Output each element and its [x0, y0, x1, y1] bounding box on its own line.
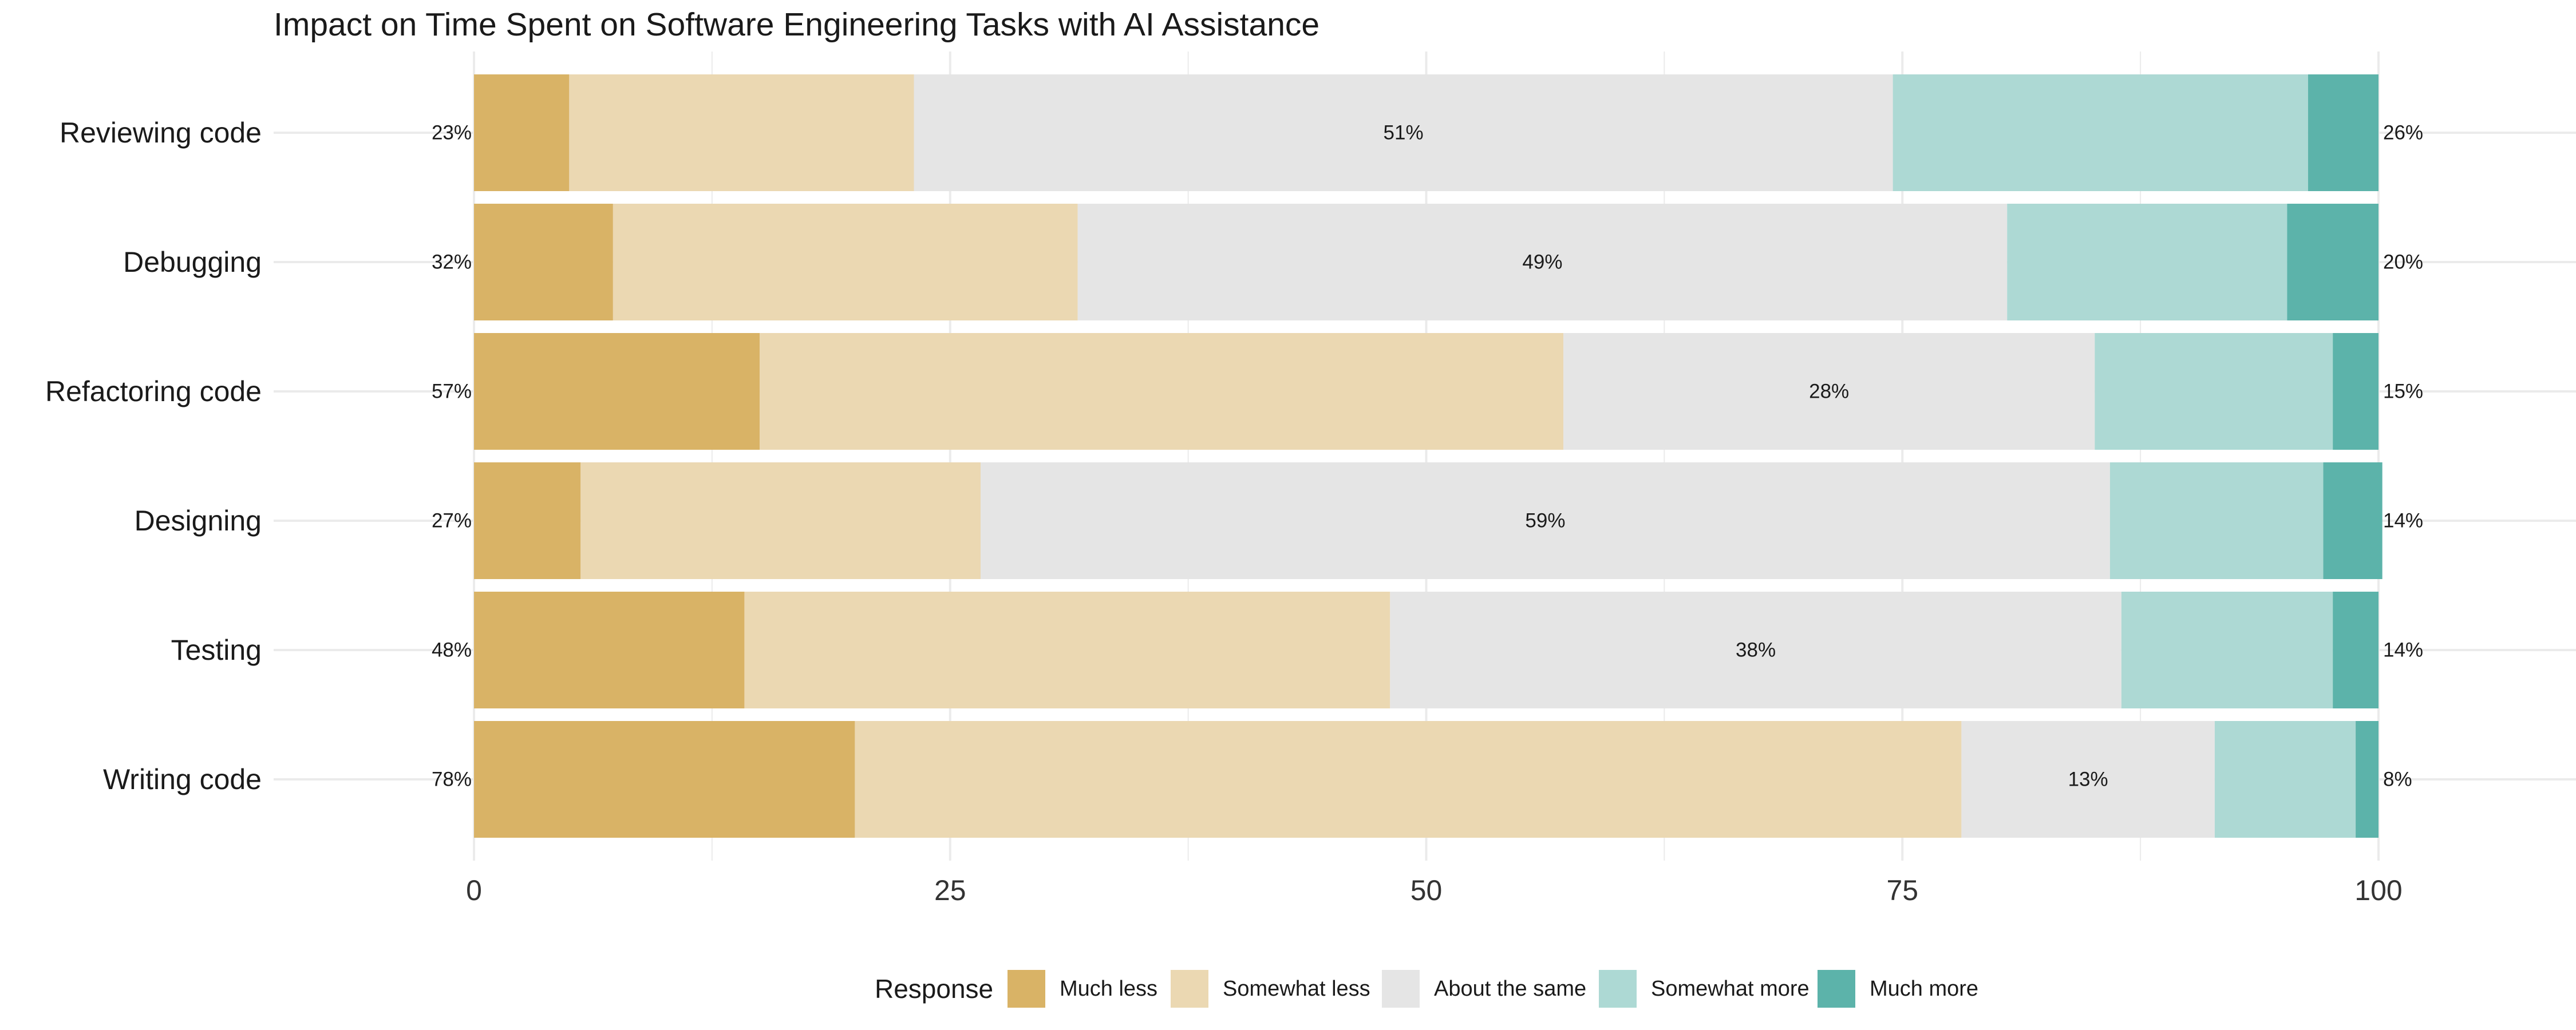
legend-key — [1382, 970, 1420, 1008]
less-percent-label: 78% — [432, 768, 472, 791]
bar-segment — [1390, 592, 2121, 708]
more-percent-label: 20% — [2383, 251, 2423, 274]
x-tick-label: 0 — [466, 874, 482, 906]
less-percent-label: 32% — [432, 251, 472, 274]
legend-key — [1008, 970, 1045, 1008]
bar-segment — [2308, 74, 2379, 191]
bar-segment — [2007, 204, 2287, 320]
legend-key — [1171, 970, 1208, 1008]
less-percent-label: 48% — [432, 639, 472, 661]
bar-segment — [474, 462, 581, 579]
category-label: Testing — [171, 634, 262, 666]
bar-segment — [474, 721, 855, 838]
bar-segment — [1563, 333, 2095, 450]
bar-segment — [2333, 592, 2379, 708]
category-label: Refactoring code — [45, 375, 262, 407]
same-percent-label: 49% — [1522, 251, 1562, 274]
bar-segment — [1893, 74, 2308, 191]
bar-segment — [2323, 462, 2383, 579]
bar-segment — [2121, 592, 2333, 708]
less-percent-label: 27% — [432, 510, 472, 532]
x-axis: 0 25 50 75 100 — [466, 874, 2403, 906]
more-percent-label: 26% — [2383, 122, 2423, 144]
bar-segment — [474, 333, 760, 450]
same-percent-label: 13% — [2068, 768, 2108, 791]
more-percent-label: 15% — [2383, 381, 2423, 403]
bar-segment — [580, 462, 981, 579]
bar-labels: 23% 51% 26% 32% 49% 20% 57% 28% 15% 27% 59% 14% 48% 3… — [432, 122, 2423, 791]
legend-title: Response — [875, 974, 993, 1004]
bars — [474, 74, 2383, 838]
more-percent-label: 8% — [2383, 768, 2412, 791]
legend-key — [1818, 970, 1855, 1008]
bar-segment — [2109, 462, 2324, 579]
bar-segment — [2095, 333, 2333, 450]
same-percent-label: 51% — [1384, 122, 1424, 144]
bar-segment — [744, 592, 1390, 708]
less-percent-label: 57% — [432, 381, 472, 403]
legend-label: Somewhat less — [1223, 977, 1370, 1001]
bar-segment — [474, 592, 745, 708]
bar-segment — [1961, 721, 2215, 838]
category-label: Reviewing code — [60, 117, 262, 149]
legend-key — [1599, 970, 1637, 1008]
legend-label: About the same — [1434, 977, 1586, 1001]
chart-title: Impact on Time Spent on Software Enginee… — [274, 6, 1319, 43]
x-tick-label: 50 — [1411, 874, 1443, 906]
bar-segment — [474, 74, 570, 191]
same-percent-label: 28% — [1809, 381, 1849, 403]
x-tick-label: 75 — [1886, 874, 1918, 906]
bar-segment — [980, 462, 2110, 579]
same-percent-label: 59% — [1525, 510, 1565, 532]
bar-segment — [1077, 204, 2008, 320]
x-tick-label: 100 — [2354, 874, 2402, 906]
bar-segment — [914, 74, 1893, 191]
category-label: Debugging — [123, 246, 262, 278]
bar-segment — [2356, 721, 2379, 838]
bar-segment — [613, 204, 1078, 320]
bar-segment — [855, 721, 1962, 838]
less-percent-label: 23% — [432, 122, 472, 144]
category-label: Designing — [135, 505, 262, 537]
bar-segment — [2214, 721, 2356, 838]
legend-label: Much more — [1870, 977, 1978, 1001]
bar-segment — [569, 74, 914, 191]
legend-label: Much less — [1060, 977, 1157, 1001]
bar-segment — [2287, 204, 2379, 320]
legend-label: Somewhat more — [1651, 977, 1809, 1001]
bar-segment — [2333, 333, 2379, 450]
category-label: Writing code — [103, 763, 262, 795]
x-tick-label: 25 — [934, 874, 966, 906]
category-labels: Reviewing code Debugging Refactoring code D… — [45, 117, 262, 795]
more-percent-label: 14% — [2383, 510, 2423, 532]
same-percent-label: 38% — [1736, 639, 1776, 661]
more-percent-label: 14% — [2383, 639, 2423, 661]
bar-segment — [760, 333, 1564, 450]
bar-segment — [474, 204, 613, 320]
legend: Response Much less Somewhat less About the … — [875, 970, 1978, 1008]
